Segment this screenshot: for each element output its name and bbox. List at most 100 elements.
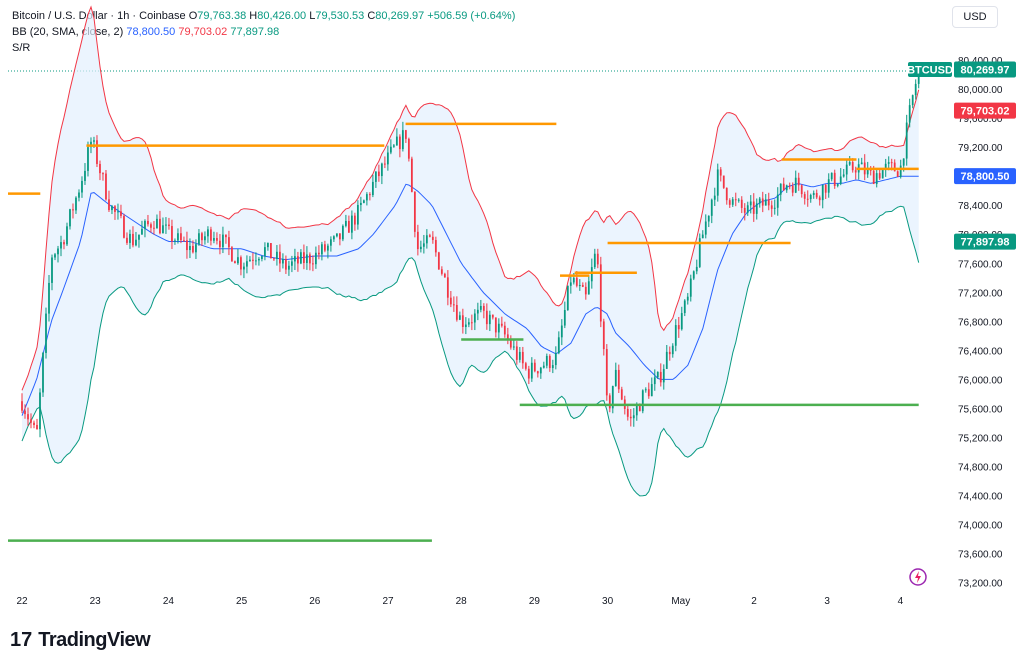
candle-body (422, 243, 425, 247)
candle-body (575, 277, 578, 286)
candle-body (201, 233, 203, 241)
candle-body (635, 405, 638, 416)
candle-body (303, 252, 305, 264)
candle-body (228, 237, 230, 248)
candle-body (204, 236, 206, 241)
candle-body (81, 180, 83, 193)
candle-body (545, 355, 548, 366)
high-value: 80,426.00 (257, 10, 307, 22)
bb-basis-value: 78,800.50 (126, 26, 176, 38)
candle-body (105, 173, 107, 200)
candle-body (767, 199, 770, 206)
candle-body (33, 422, 35, 425)
candle-body (818, 197, 821, 201)
change-value: +506.59 (+0.64%) (427, 10, 516, 22)
low-value: 79,530.53 (315, 10, 365, 22)
candle-body (219, 240, 221, 248)
candle-body (359, 202, 362, 205)
candle-body (416, 231, 419, 250)
candle-body (593, 253, 596, 268)
candle-body (312, 263, 314, 265)
candle-body (87, 147, 89, 171)
candle-body (243, 266, 245, 270)
y-tick-label: 75,600.00 (958, 404, 1003, 415)
candle-body (560, 325, 563, 338)
candle-body (39, 392, 41, 430)
candle-body (641, 390, 644, 412)
candle-body (452, 304, 455, 306)
candle-body (440, 269, 443, 274)
candle-body (425, 235, 428, 244)
symbol-title[interactable]: Bitcoin / U.S. Dollar · 1h · Coinbase (12, 10, 186, 22)
y-tick-label: 77,200.00 (958, 288, 1003, 299)
candle-body (279, 251, 281, 264)
candle-body (797, 177, 800, 186)
candle-body (893, 162, 896, 172)
candle-body (569, 282, 572, 286)
candle-body (809, 195, 812, 200)
candle-body (566, 285, 569, 311)
candle-body (908, 105, 911, 123)
y-tick-label: 73,600.00 (958, 550, 1003, 561)
candle-body (150, 224, 152, 228)
footer-logo[interactable]: 17 TradingView (10, 626, 151, 654)
candle-body (147, 220, 149, 225)
candle-body (815, 192, 818, 198)
candle-body (866, 169, 869, 175)
candle-body (764, 199, 767, 206)
candle-body (548, 355, 551, 369)
candle-body (60, 242, 62, 249)
bb-upper-line (21, 5, 920, 391)
candle-body (216, 238, 218, 241)
legend-sr-row[interactable]: S/R (12, 40, 515, 56)
candle-body (401, 130, 404, 150)
candle-body (905, 122, 908, 159)
sr-indicator-label[interactable]: S/R (12, 42, 31, 54)
price-chart[interactable]: 80,400.0080,000.0079,600.0079,200.0078,8… (0, 0, 1024, 620)
candle-body (674, 325, 677, 346)
candle-body (446, 277, 449, 298)
candle-body (821, 184, 824, 201)
candle-body (572, 277, 575, 283)
candle-body (102, 173, 104, 175)
candle-body (455, 304, 458, 320)
candle-body (677, 325, 680, 330)
candle-body (344, 220, 347, 226)
candle-body (692, 271, 695, 279)
candle-body (758, 198, 761, 204)
close-value: 80,269.97 (375, 10, 425, 22)
candle-body (51, 257, 53, 283)
bb-upper-value: 79,703.02 (178, 26, 228, 38)
candle-body (842, 174, 845, 177)
candle-body (165, 224, 167, 226)
candle-body (222, 234, 224, 248)
price-tag-bg (954, 168, 1016, 185)
candle-body (671, 345, 674, 355)
candle-body (830, 172, 833, 180)
candle-body (174, 240, 176, 242)
candle-body (710, 199, 713, 216)
candle-body (836, 183, 839, 187)
candle-body (896, 171, 899, 177)
candle-body (21, 401, 23, 411)
candle-body (491, 314, 494, 318)
open-label: O (188, 10, 198, 22)
candle-body (42, 352, 44, 393)
candle-body (686, 296, 689, 301)
candle-body (132, 233, 134, 246)
symbol-tag-bg (908, 61, 952, 77)
candle-body (383, 163, 386, 165)
candle-body (626, 408, 629, 417)
candle-body (644, 389, 647, 391)
price-tag: 77,897.98 (961, 237, 1010, 249)
currency-button[interactable]: USD (952, 6, 998, 28)
candle-body (129, 233, 131, 243)
candle-body (291, 261, 293, 266)
candle-body (581, 285, 584, 287)
candle-body (159, 218, 161, 234)
candle-body (135, 239, 137, 246)
candle-body (878, 173, 881, 179)
candle-body (180, 233, 182, 241)
candle-body (605, 349, 608, 396)
candle-body (120, 211, 122, 216)
